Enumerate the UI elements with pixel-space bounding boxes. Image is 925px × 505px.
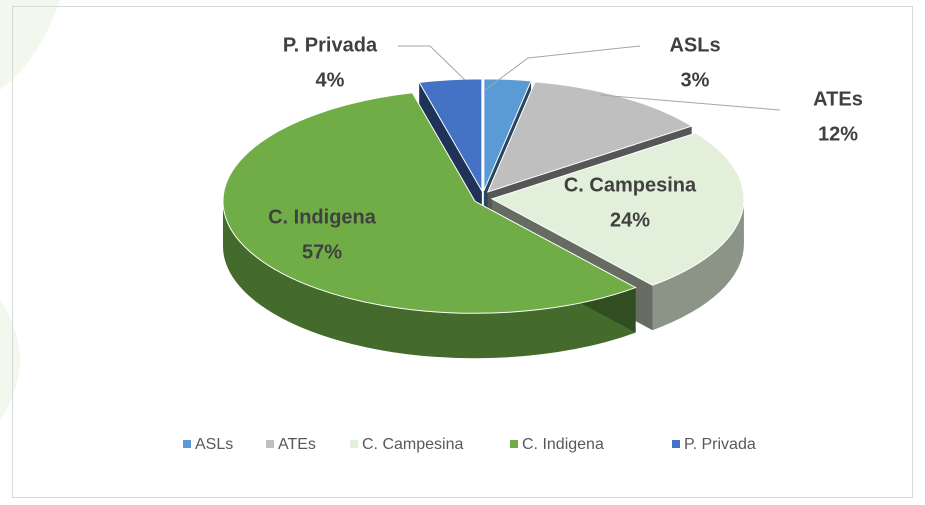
legend-label: P. Privada <box>684 436 756 453</box>
data-label-name: ATEs <box>813 88 863 110</box>
data-label-value: 3% <box>681 69 710 91</box>
data-label-value: 24% <box>610 209 650 231</box>
pie-slice <box>490 132 745 286</box>
legend-swatch <box>183 440 191 448</box>
pie-tops <box>222 78 745 314</box>
leader-line <box>398 45 466 81</box>
legend-label: ASLs <box>195 436 233 453</box>
legend-swatch <box>672 440 680 448</box>
pie-side <box>222 201 636 359</box>
legend: ASLs ATEs C. Campesina C. Indigena P. Privad… <box>183 436 756 453</box>
data-label-name: P. Privada <box>283 34 378 56</box>
leader-line <box>484 45 641 91</box>
data-labels: ASLs 3% ATEs 12% C. Campesina 24% C. Indigena 5… <box>268 34 863 263</box>
data-label-name: ASLs <box>669 34 720 56</box>
pie-slice <box>222 92 637 314</box>
data-label-value: 4% <box>316 69 345 91</box>
data-label-name: C. Indigena <box>268 206 377 228</box>
decoration <box>0 300 20 420</box>
leader-line <box>599 94 781 111</box>
chart-border <box>12 6 913 498</box>
data-label-name: C. Campesina <box>564 174 697 196</box>
data-label-value: 12% <box>818 123 858 145</box>
data-label-value: 57% <box>302 241 342 263</box>
pie-slice <box>483 78 532 192</box>
decoration <box>0 0 60 90</box>
legend-label: ATEs <box>278 436 316 453</box>
legend-swatch <box>510 440 518 448</box>
legend-swatch <box>350 440 358 448</box>
pie-side <box>652 198 744 331</box>
pie-slice <box>418 78 483 193</box>
legend-label: C. Indigena <box>522 436 604 453</box>
legend-swatch <box>266 440 274 448</box>
legend-label: C. Campesina <box>362 436 463 453</box>
